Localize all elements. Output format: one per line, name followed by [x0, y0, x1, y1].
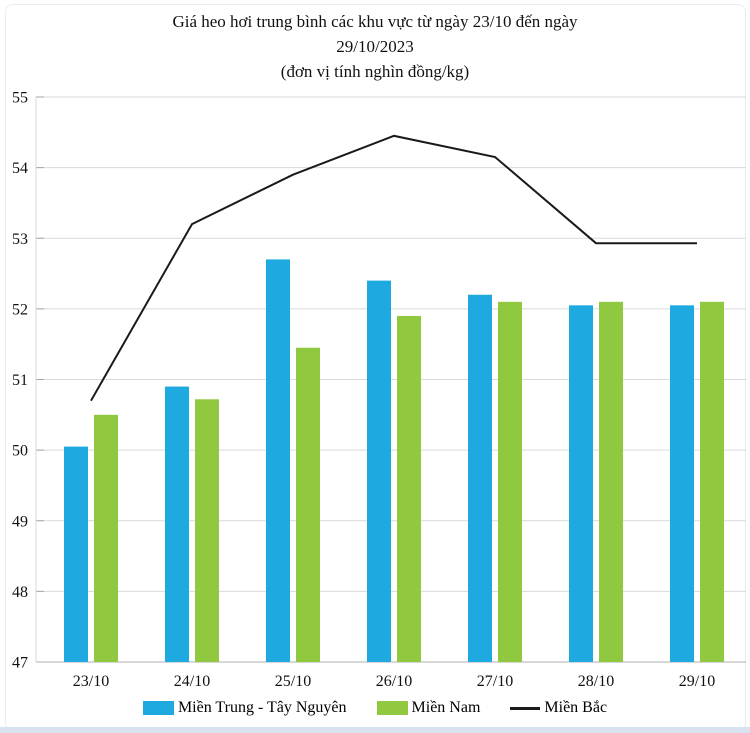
y-tick-label: 53: [12, 231, 28, 248]
bar-mien-trung: [165, 386, 189, 662]
bar-mien-nam: [94, 414, 118, 662]
legend-swatch-blue-icon: [142, 701, 174, 715]
y-tick-label: 52: [12, 301, 28, 318]
x-tick-label: 29/10: [679, 673, 715, 690]
chart-title-line1: Giá heo hơi trung bình các khu vực từ ng…: [172, 12, 578, 31]
y-tick-label: 50: [12, 443, 28, 460]
bar-mien-nam: [195, 399, 219, 662]
y-tick-label: 49: [12, 513, 28, 530]
bar-mien-nam: [700, 301, 724, 662]
x-tick-label: 26/10: [376, 673, 412, 690]
legend-item-mien-nam: Miền Nam: [376, 699, 481, 717]
legend-label-mien-nam: Miền Nam: [411, 699, 481, 716]
bar-mien-trung: [569, 305, 593, 662]
bar-mien-nam: [498, 301, 522, 662]
y-tick-label: 48: [12, 584, 28, 601]
y-tick-label: 51: [12, 372, 28, 389]
chart-legend: Miền Trung - Tây Nguyên Miền Nam Miền Bắ…: [0, 699, 750, 717]
y-tick-label: 54: [12, 160, 28, 177]
bottom-strip: [0, 727, 750, 733]
x-tick-label: 27/10: [477, 673, 513, 690]
chart-title-line2: 29/10/2023: [336, 37, 414, 56]
bar-mien-trung: [468, 294, 492, 662]
bar-mien-nam: [296, 347, 320, 662]
bar-mien-trung: [367, 280, 391, 662]
chart-title-line3: (đơn vị tính nghìn đồng/kg): [280, 62, 470, 81]
legend-item-mien-bac: Miền Bắc: [510, 699, 607, 717]
y-tick-label: 55: [12, 90, 28, 107]
legend-swatch-line-icon: [510, 706, 541, 710]
y-tick-label: 47: [12, 655, 28, 672]
legend-label-mien-trung: Miền Trung - Tây Nguyên: [177, 699, 347, 716]
x-tick-label: 25/10: [275, 673, 311, 690]
legend-label-mien-bac: Miền Bắc: [544, 699, 608, 716]
x-tick-label: 28/10: [578, 673, 614, 690]
line-mien-bac: [90, 134, 697, 402]
bar-mien-trung: [670, 305, 694, 662]
legend-item-mien-trung: Miền Trung - Tây Nguyên: [142, 699, 347, 717]
chart-canvas: 47 48 49 50 51 52 53 54 55 23/10 24/10 25/10 26/10 27…: [12, 90, 746, 690]
x-tick-label: 24/10: [174, 673, 210, 690]
legend-swatch-green-icon: [376, 701, 408, 715]
chart-title: Giá heo hơi trung bình các khu vực từ ng…: [0, 9, 750, 84]
bar-mien-nam: [397, 315, 421, 662]
bar-mien-nam: [599, 301, 623, 662]
x-tick-label: 23/10: [73, 673, 109, 690]
bar-mien-trung: [64, 446, 88, 662]
bar-mien-trung: [266, 259, 290, 662]
